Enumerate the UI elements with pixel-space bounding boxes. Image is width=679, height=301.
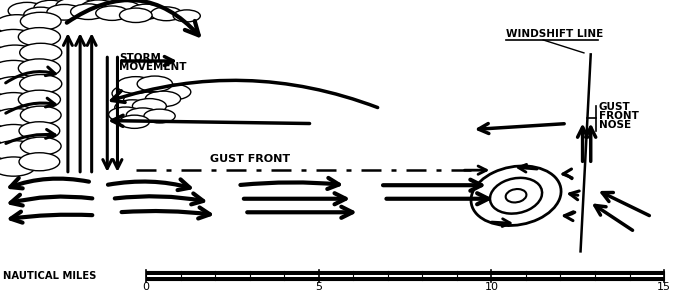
Circle shape — [18, 90, 60, 109]
Circle shape — [18, 59, 60, 78]
Circle shape — [132, 99, 166, 114]
Text: 10: 10 — [484, 282, 498, 292]
Circle shape — [24, 7, 58, 22]
Text: MOVEMENT: MOVEMENT — [119, 62, 186, 73]
Circle shape — [19, 153, 60, 171]
Text: GUST: GUST — [599, 101, 631, 112]
Circle shape — [0, 61, 37, 81]
Circle shape — [137, 76, 172, 92]
Circle shape — [103, 1, 141, 18]
Circle shape — [115, 100, 150, 116]
Circle shape — [47, 5, 82, 20]
Bar — [146, 275, 664, 277]
Circle shape — [120, 115, 149, 128]
Circle shape — [0, 77, 37, 97]
Circle shape — [56, 0, 94, 15]
Circle shape — [145, 91, 181, 107]
Circle shape — [120, 8, 152, 23]
Text: WINDSHIFT LINE: WINDSHIFT LINE — [506, 29, 603, 39]
Text: 15: 15 — [657, 282, 671, 292]
Text: 5: 5 — [315, 282, 322, 292]
Circle shape — [71, 4, 106, 20]
Circle shape — [0, 45, 37, 65]
Circle shape — [0, 141, 37, 160]
Circle shape — [129, 4, 163, 19]
Text: NAUTICAL MILES: NAUTICAL MILES — [3, 271, 97, 281]
Circle shape — [8, 2, 46, 19]
Text: GUST FRONT: GUST FRONT — [210, 154, 291, 164]
Circle shape — [0, 15, 39, 34]
Circle shape — [18, 28, 60, 46]
Circle shape — [0, 124, 36, 144]
Circle shape — [20, 106, 61, 124]
Text: 0: 0 — [143, 282, 149, 292]
Circle shape — [20, 12, 61, 30]
Circle shape — [112, 85, 153, 103]
Circle shape — [151, 7, 182, 21]
Circle shape — [0, 93, 36, 113]
Circle shape — [109, 107, 143, 122]
Circle shape — [0, 157, 35, 176]
Circle shape — [20, 137, 61, 155]
Circle shape — [20, 43, 62, 62]
Text: NOSE: NOSE — [599, 119, 631, 129]
Circle shape — [34, 0, 68, 15]
Circle shape — [144, 109, 175, 123]
Circle shape — [173, 10, 200, 22]
Circle shape — [0, 109, 37, 128]
Circle shape — [124, 92, 162, 109]
Bar — [146, 277, 664, 280]
Circle shape — [96, 6, 128, 20]
Circle shape — [126, 108, 159, 123]
Circle shape — [155, 84, 191, 100]
Bar — [146, 271, 664, 275]
Circle shape — [20, 75, 62, 93]
Circle shape — [0, 29, 36, 49]
Text: STORM: STORM — [119, 53, 161, 64]
Circle shape — [81, 0, 116, 16]
Circle shape — [19, 122, 60, 140]
Circle shape — [117, 77, 155, 94]
Text: FRONT: FRONT — [599, 110, 639, 121]
Circle shape — [134, 82, 172, 99]
